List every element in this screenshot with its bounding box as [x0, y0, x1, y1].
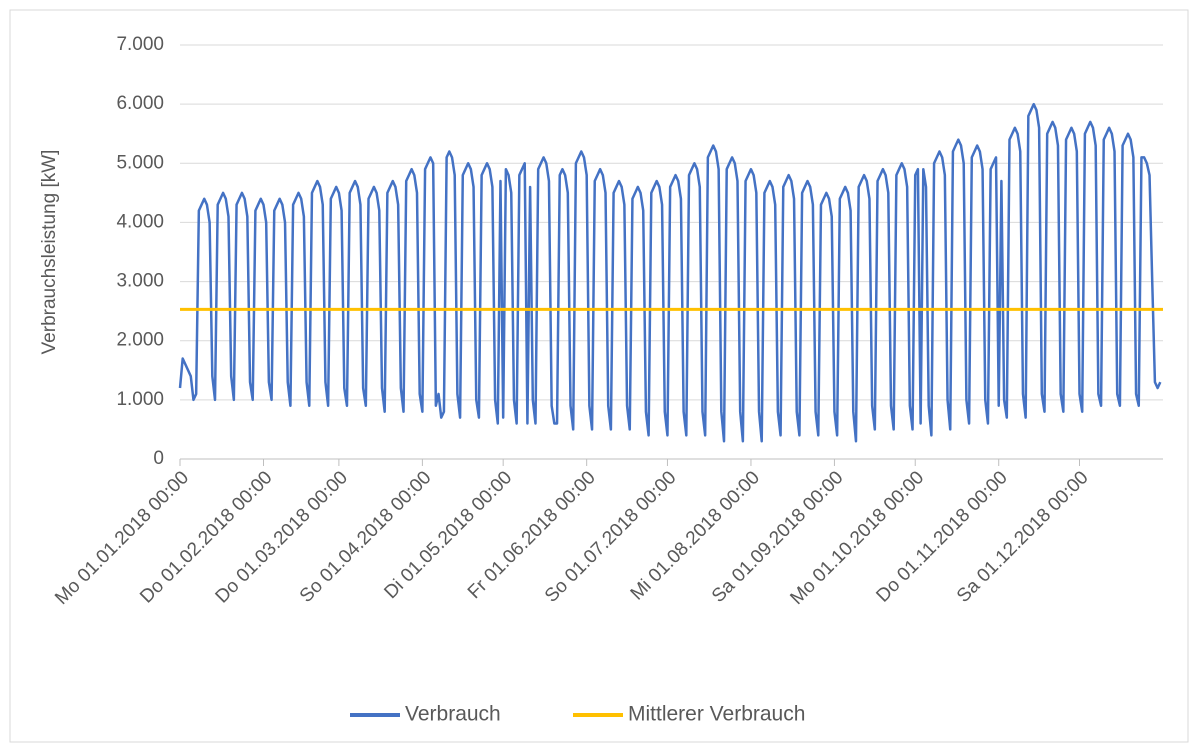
y-tick-label: 7.000	[116, 34, 164, 55]
y-tick-label: 5.000	[116, 152, 164, 173]
y-tick-label: 3.000	[116, 271, 164, 292]
y-tick-label: 2.000	[116, 330, 164, 351]
y-tick-label: 6.000	[116, 93, 164, 114]
y-tick-label: 1.000	[116, 389, 164, 410]
series-line	[178, 102, 1162, 443]
legend-label: Verbrauch	[405, 703, 501, 726]
legend-label: Mittlerer Verbrauch	[628, 703, 805, 726]
y-axis-label: Verbrauchsleistung [kW]	[39, 150, 60, 355]
chart-frame	[9, 9, 1189, 743]
y-tick-label: 0	[153, 448, 164, 469]
y-tick-label: 4.000	[116, 211, 164, 232]
